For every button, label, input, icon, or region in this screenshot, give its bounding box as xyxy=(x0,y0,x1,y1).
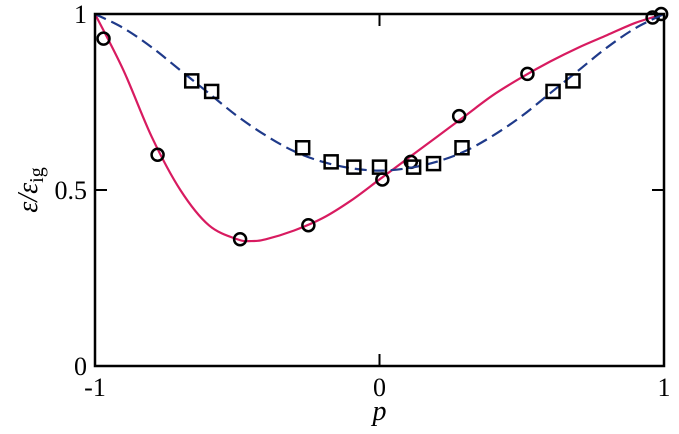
data-point-circle xyxy=(451,108,467,124)
data-point-square xyxy=(203,83,220,100)
y-tick-label: 1 xyxy=(74,0,87,29)
data-point-square xyxy=(323,154,339,170)
data-point-square xyxy=(183,73,200,89)
series-layer xyxy=(95,6,669,247)
data-point-circle xyxy=(301,217,316,233)
y-tick-label: 0.5 xyxy=(55,176,88,205)
data-point-circle xyxy=(520,66,535,82)
data-point-square xyxy=(425,155,442,172)
tick-layer: -1 0 100.51 xyxy=(55,0,671,402)
y-axis-label-main: ε/ε xyxy=(13,183,44,213)
data-point-square xyxy=(346,159,362,175)
x-tick-label: 1 xyxy=(658,373,671,402)
x-tick-label: -1 xyxy=(84,373,106,402)
y-axis-label: ε/εig xyxy=(13,167,48,212)
data-point-circle xyxy=(96,31,111,46)
data-point-circle xyxy=(232,232,248,247)
data-point-square xyxy=(405,159,422,175)
data-point-square xyxy=(371,159,388,175)
y-tick-label: 0 xyxy=(74,352,87,381)
x-axis-label: p xyxy=(371,396,387,427)
data-point-square xyxy=(454,140,470,156)
data-point-circle xyxy=(150,147,165,163)
series-1-line xyxy=(95,14,664,243)
series-1 xyxy=(95,6,669,247)
data-point-square xyxy=(565,73,581,89)
x-tick-label: 0 xyxy=(373,373,386,402)
series-2 xyxy=(95,14,664,175)
data-point-square xyxy=(545,83,561,100)
data-point-square xyxy=(294,140,311,156)
series-2-line xyxy=(95,14,664,172)
y-axis-label-sub: ig xyxy=(26,167,48,183)
